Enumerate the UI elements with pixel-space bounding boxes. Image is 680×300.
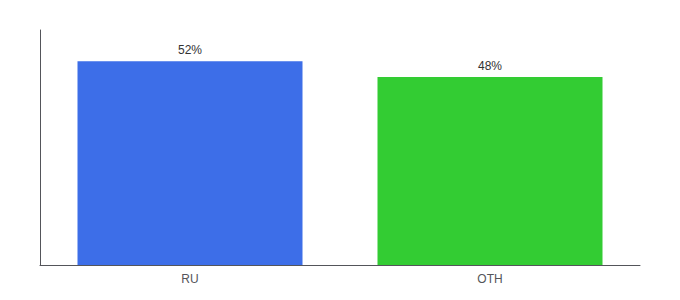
svg-text:52%: 52% [178,43,202,57]
svg-text:OTH: OTH [477,272,502,286]
svg-text:RU: RU [181,272,198,286]
svg-text:48%: 48% [478,59,502,73]
